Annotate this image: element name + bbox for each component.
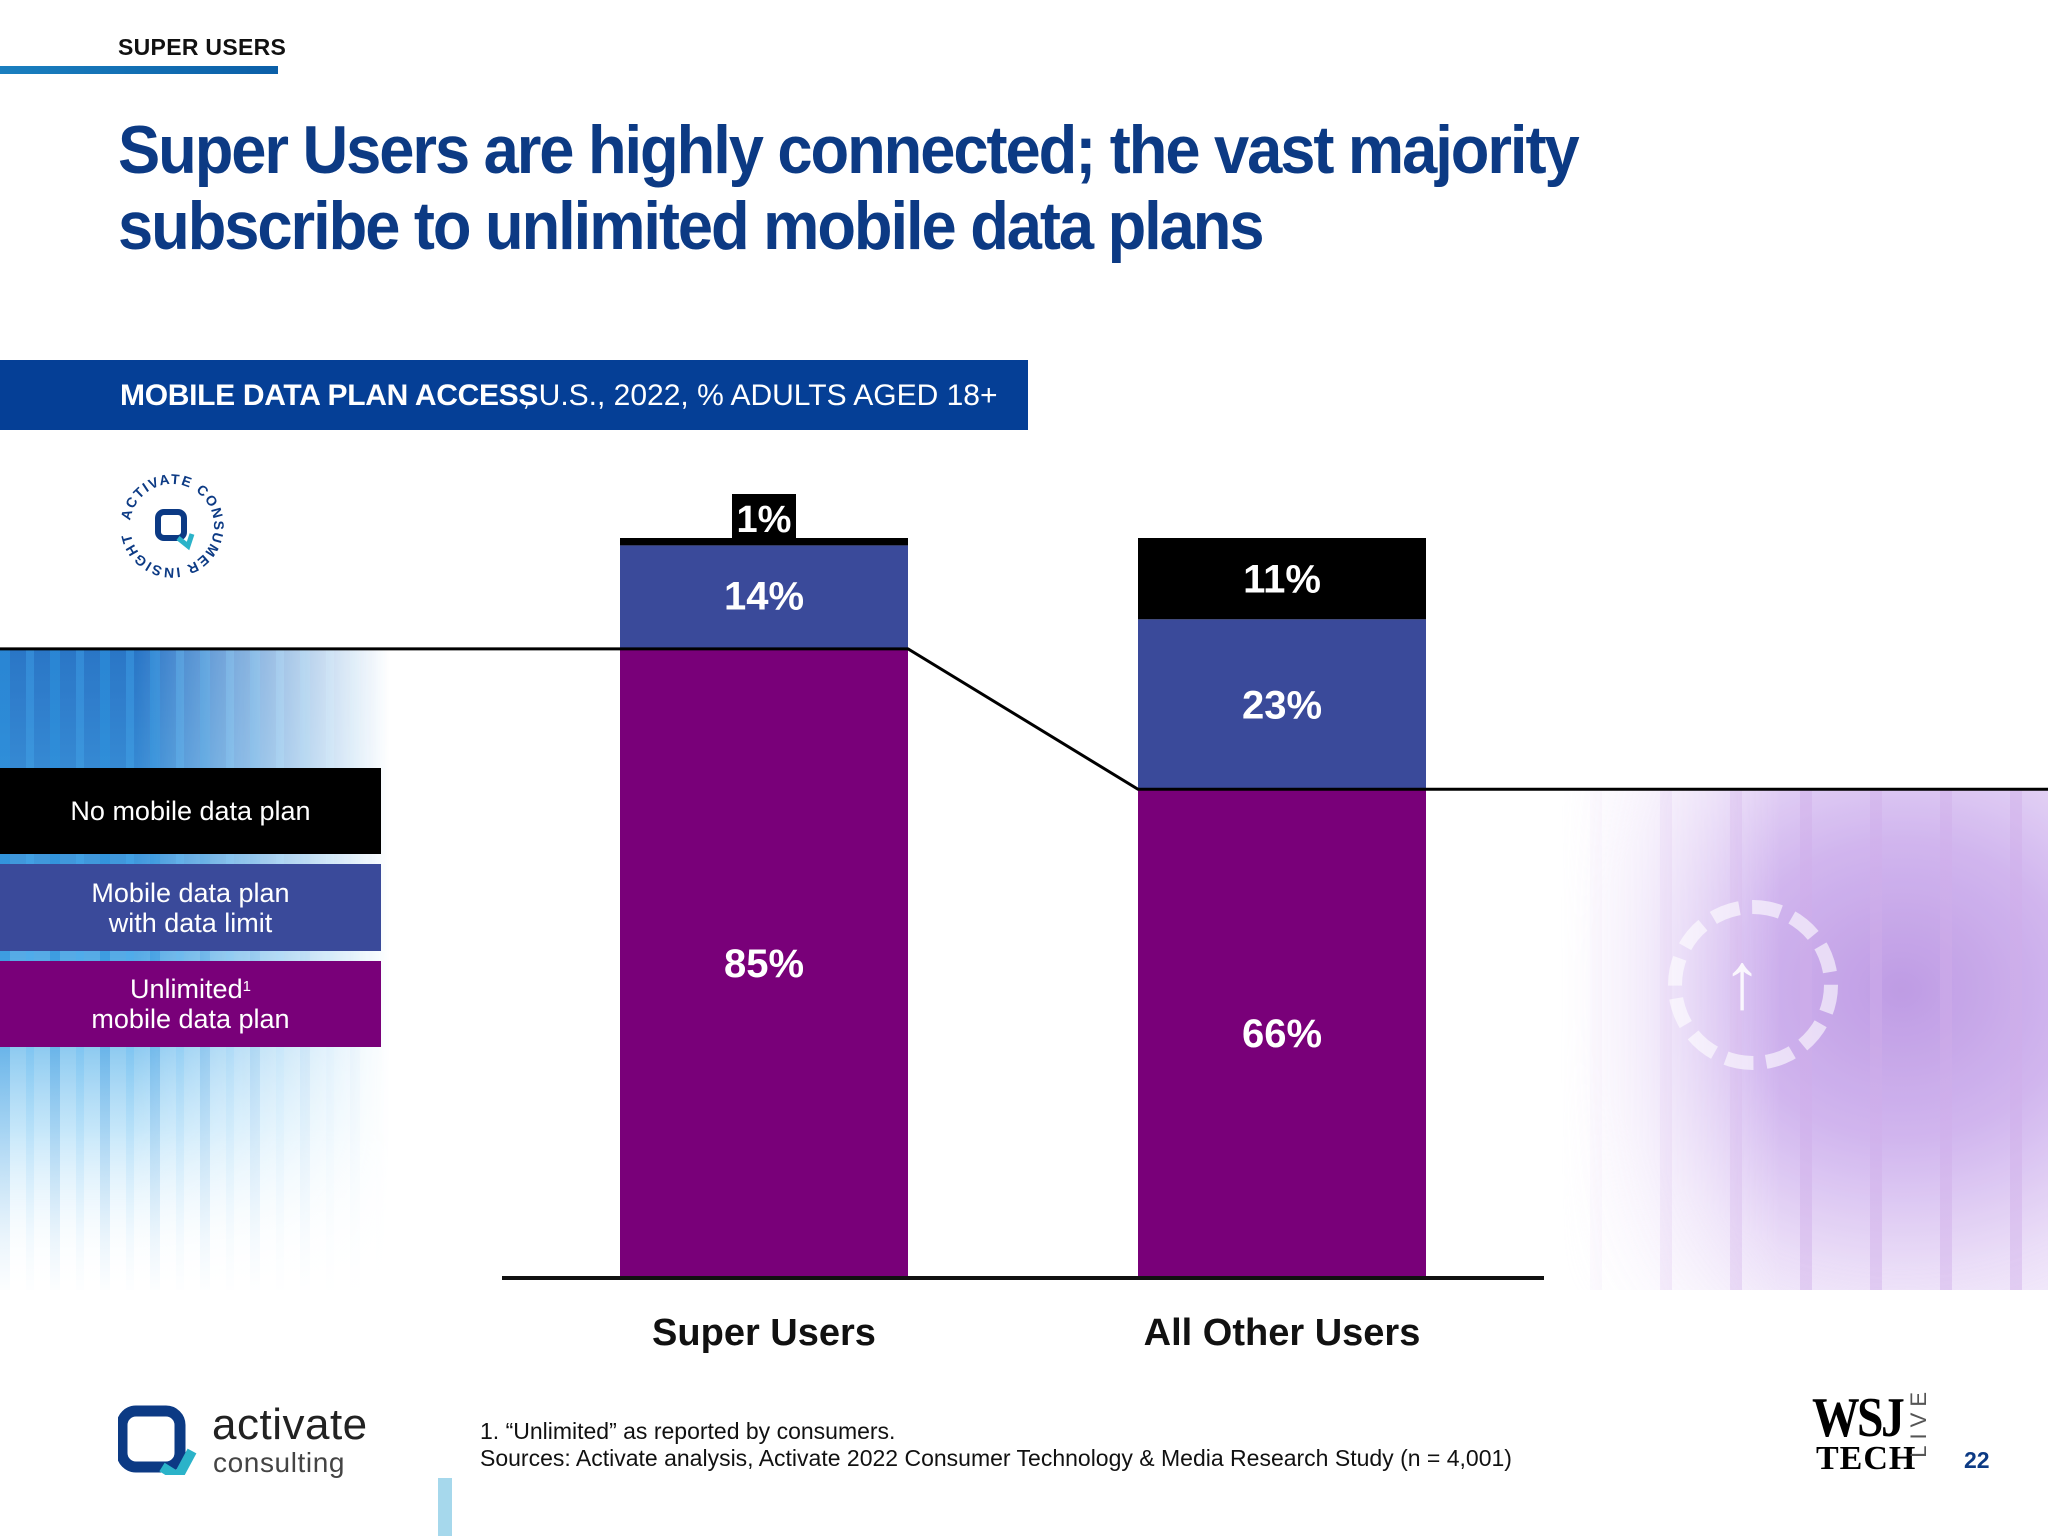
legend-label: Unlimited1	[130, 974, 251, 1004]
data-label: 85%	[724, 942, 804, 986]
chart-banner: MOBILE DATA PLAN ACCESS , U.S., 2022, % …	[0, 360, 1028, 430]
consumer-insight-seal: ACTIVATE CONSUMER INSIGHT	[117, 471, 225, 582]
footnote-marker: 1	[242, 978, 251, 995]
bar-segment	[620, 648, 908, 1277]
bar-segment	[620, 545, 908, 649]
logo-subtitle: consulting	[213, 1447, 346, 1478]
data-label: 11%	[1243, 558, 1321, 602]
decorative-bar	[438, 1478, 452, 1536]
bar-segment	[1138, 619, 1426, 790]
sources-line: Sources: Activate analysis, Activate 202…	[480, 1445, 1512, 1471]
logo-wordmark: activate	[212, 1400, 368, 1449]
data-label: 23%	[1242, 683, 1322, 727]
footnote-line: 1. “Unlimited” as reported by consumers.	[480, 1418, 896, 1444]
legend-label: Mobile data plan	[91, 877, 290, 908]
bar-segment	[1138, 789, 1426, 1277]
page-title: Super Users are highly connected; the va…	[118, 112, 1580, 264]
legend-item-unlimited: Unlimited1 mobile data plan	[0, 961, 381, 1047]
activate-logo-icon	[118, 1405, 197, 1475]
wsj-logo: WSJ	[1812, 1387, 1905, 1449]
data-label-box	[732, 494, 796, 544]
decorative-fade-left	[0, 1000, 400, 1300]
chart-title: MOBILE DATA PLAN ACCESS	[120, 379, 539, 412]
category-label: Super Users	[652, 1312, 876, 1354]
category-label: All Other Users	[1144, 1312, 1421, 1354]
section-label: SUPER USERS	[118, 34, 287, 60]
bar-segment	[1138, 538, 1426, 620]
legend-item-no-plan: No mobile data plan	[0, 768, 381, 854]
upload-arrow-icon: ↑	[1722, 936, 1762, 1025]
legend-label: mobile data plan	[91, 1004, 290, 1034]
legend-label: with data limit	[108, 907, 273, 938]
page-number: 22	[1964, 1447, 1990, 1473]
wsj-tech-label: TECH	[1816, 1440, 1917, 1477]
chart-subtitle: , U.S., 2022, % ADULTS AGED 18+	[522, 379, 998, 412]
footnote: 1. “Unlimited” as reported by consumers.…	[480, 1418, 1512, 1472]
data-label: 1%	[737, 499, 792, 541]
data-label: 14%	[724, 574, 804, 618]
reference-line	[0, 647, 2048, 791]
legend-label: No mobile data plan	[70, 796, 311, 826]
data-label: 66%	[1242, 1012, 1322, 1056]
legend-item-data-limit: Mobile data plan with data limit	[0, 864, 381, 951]
wsj-live-label: LIVE	[1906, 1386, 1931, 1458]
section-rule	[0, 66, 278, 74]
